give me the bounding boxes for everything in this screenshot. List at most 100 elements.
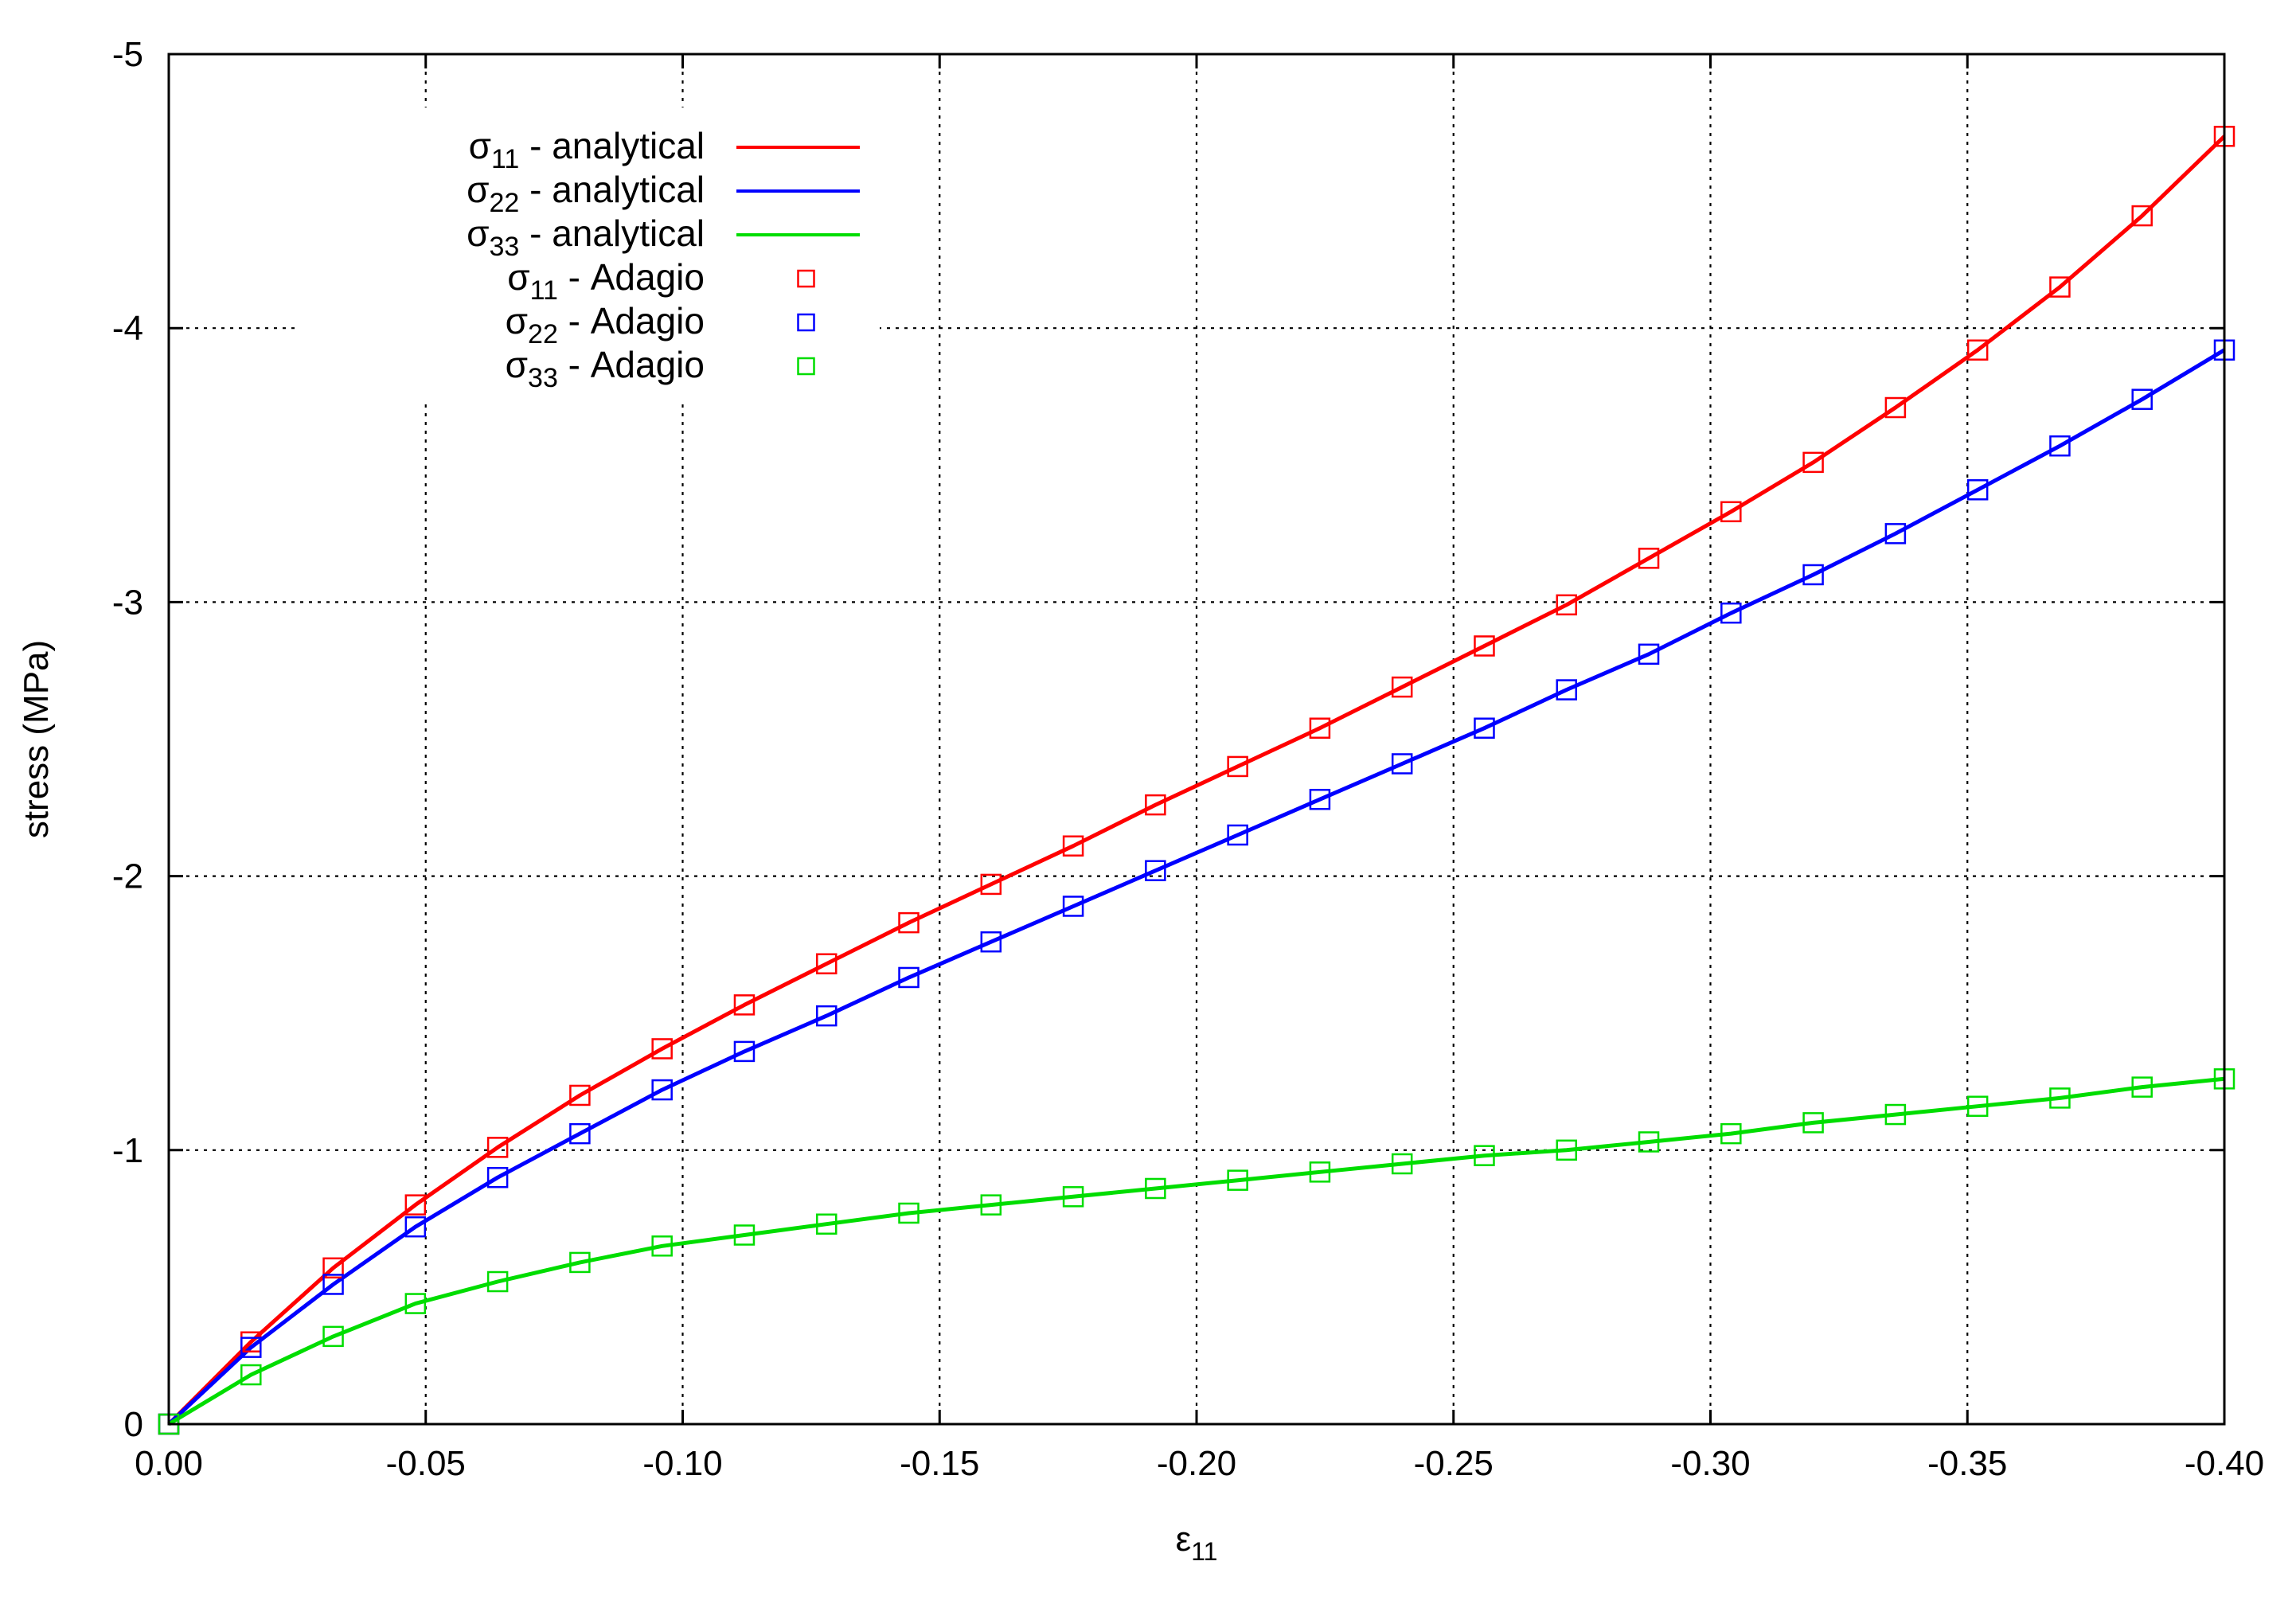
- series-point-3: [1062, 835, 1084, 857]
- legend-suffix: - Adagio: [558, 256, 705, 298]
- series-point-5: [322, 1325, 344, 1348]
- series-point-5: [898, 1202, 920, 1224]
- series-point-3: [1309, 717, 1331, 739]
- series-point-4: [486, 1166, 509, 1188]
- series-point-3: [1966, 339, 1989, 361]
- x-tick-label: -0.30: [1670, 1444, 1750, 1483]
- series-point-3: [322, 1257, 344, 1279]
- x-tick-label: -0.25: [1414, 1444, 1494, 1483]
- series-point-5: [1638, 1131, 1660, 1153]
- series-point-5: [240, 1364, 262, 1386]
- series-point-3: [733, 994, 756, 1016]
- series-point-4: [898, 966, 920, 989]
- legend-label-0: σ11 - analytical: [469, 125, 705, 174]
- series-point-5: [2131, 1076, 2153, 1098]
- series-point-4: [1062, 896, 1084, 917]
- legend-symbol: σ: [506, 300, 528, 342]
- series-point-5: [651, 1235, 673, 1257]
- series-point-3: [1720, 501, 1742, 523]
- series-point-5: [815, 1213, 838, 1235]
- series-point-5: [1391, 1153, 1413, 1175]
- series-point-3: [569, 1084, 591, 1106]
- legend-symbol: σ: [507, 256, 529, 298]
- legend-background: [299, 107, 880, 402]
- series-point-4: [733, 1040, 756, 1063]
- legend-subscript: 22: [490, 188, 520, 218]
- grid-lines: [169, 54, 2224, 1424]
- series-point-4: [1884, 523, 1907, 544]
- x-tick-label: -0.40: [2185, 1444, 2264, 1483]
- series-point-4: [2049, 435, 2071, 457]
- legend-suffix: - analytical: [519, 169, 705, 210]
- y-axis-label: stress (MPa): [17, 640, 56, 838]
- legend-suffix: - analytical: [519, 213, 705, 254]
- series-point-3: [651, 1038, 673, 1060]
- series-point-4: [1802, 564, 1824, 586]
- series-point-3: [404, 1194, 427, 1216]
- y-tick-label: -4: [112, 309, 143, 348]
- series-line-1: [167, 348, 2226, 1426]
- x-tick-label: -0.20: [1157, 1444, 1236, 1483]
- series-point-4: [980, 931, 1002, 953]
- legend-subscript: 11: [491, 144, 519, 174]
- series-line-2: [167, 1076, 2225, 1427]
- series-point-3: [898, 911, 920, 934]
- series-point-5: [404, 1293, 427, 1314]
- series-point-3: [2049, 276, 2071, 298]
- series-point-3: [1227, 755, 1248, 778]
- series-point-4: [1638, 643, 1660, 665]
- legend-suffix: - analytical: [519, 125, 705, 166]
- series-point-4: [240, 1337, 262, 1358]
- series-point-5: [1145, 1177, 1166, 1200]
- legend-swatch-4: [797, 313, 815, 332]
- series-line-0: [167, 135, 2226, 1426]
- series-point-3: [1556, 594, 1578, 616]
- series-point-4: [1720, 602, 1742, 624]
- series-point-3: [1474, 635, 1495, 657]
- x-tick-label: -0.05: [386, 1444, 466, 1483]
- series-point-5: [733, 1224, 756, 1246]
- legend-suffix: - Adagio: [558, 300, 705, 342]
- series-point-4: [1309, 788, 1331, 810]
- axis-ticks: 0.00 -0.05 -0.10 -0.15 -0.20 -0.25 -0.30 -0.35 -…: [112, 35, 2264, 1483]
- x-axis-label-subscript: 11: [1191, 1537, 1217, 1566]
- series-point-3: [1884, 396, 1907, 419]
- y-tick-label: -1: [112, 1131, 143, 1170]
- series-point-5: [1556, 1139, 1578, 1161]
- x-axis-label-symbol: ε: [1176, 1520, 1192, 1559]
- series-point-4: [815, 1005, 838, 1027]
- series-point-5: [980, 1194, 1002, 1216]
- x-tick-label: -0.10: [642, 1444, 722, 1483]
- legend-symbol: σ: [467, 213, 489, 254]
- series-point-4: [651, 1079, 673, 1101]
- series-point-5: [1062, 1186, 1084, 1208]
- series-point-5: [1474, 1145, 1495, 1166]
- series-point-4: [1145, 860, 1166, 881]
- legend-label-3: σ11 - Adagio: [507, 256, 705, 306]
- y-tick-label: -3: [112, 583, 143, 622]
- legend-label-5: σ33 - Adagio: [506, 344, 705, 393]
- series-point-3: [1391, 676, 1413, 698]
- series-point-5: [1227, 1169, 1248, 1191]
- series-point-4: [1474, 717, 1495, 739]
- x-tick-label: -0.15: [900, 1444, 979, 1483]
- series-point-4: [1227, 824, 1248, 846]
- legend-symbol: σ: [506, 344, 528, 385]
- series-point-4: [404, 1216, 427, 1238]
- series-point-5: [1966, 1095, 1989, 1117]
- x-axis-label: ε11: [1176, 1520, 1218, 1566]
- series-point-5: [1802, 1112, 1824, 1134]
- series-point-3: [1802, 451, 1824, 474]
- series-point-5: [486, 1270, 509, 1293]
- series-point-4: [569, 1122, 591, 1145]
- x-tick-label: 0.00: [135, 1444, 203, 1483]
- legend-symbol: σ: [467, 169, 489, 210]
- series-point-3: [815, 953, 838, 974]
- series-point-4: [1556, 679, 1578, 701]
- series-point-3: [1145, 794, 1166, 816]
- series-point-4: [2131, 388, 2153, 410]
- legend-suffix: - Adagio: [558, 344, 705, 385]
- series-point-5: [1884, 1103, 1907, 1126]
- legend-subscript: 22: [528, 319, 558, 349]
